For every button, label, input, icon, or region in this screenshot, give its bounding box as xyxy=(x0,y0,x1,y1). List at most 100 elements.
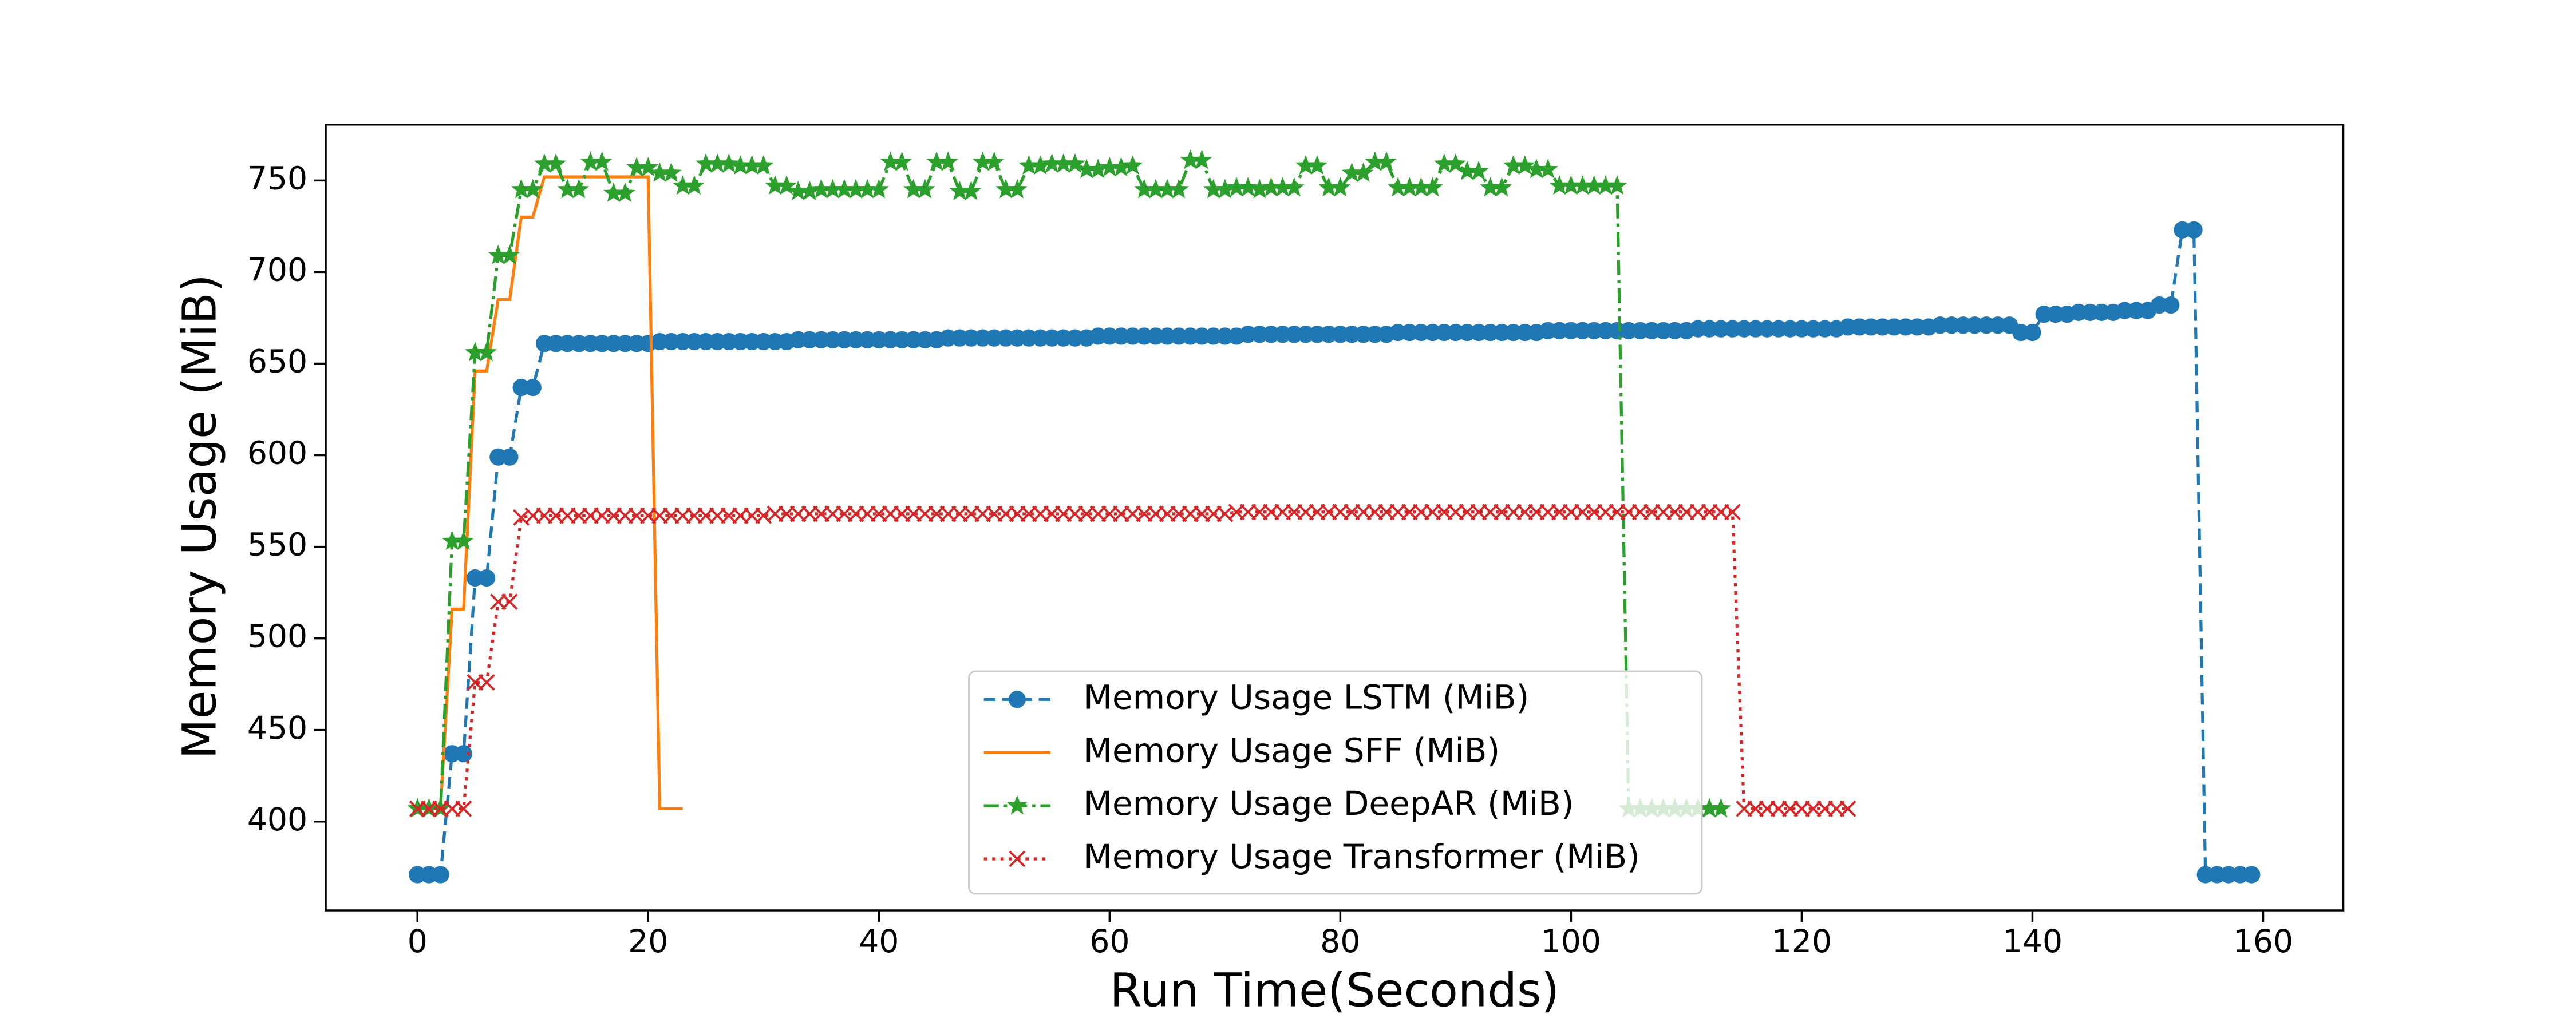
point xyxy=(1574,504,1591,521)
point xyxy=(744,507,761,524)
x-tick-label: 40 xyxy=(859,924,899,960)
point xyxy=(1538,159,1559,179)
y-tick-label: 750 xyxy=(247,160,307,197)
point xyxy=(536,507,553,524)
point xyxy=(1759,800,1776,817)
x-axis-label: Run Time(Seconds) xyxy=(1110,964,1560,1018)
point xyxy=(1401,504,1418,521)
point xyxy=(986,505,1003,522)
point xyxy=(836,505,853,522)
y-tick-label: 700 xyxy=(247,252,307,289)
legend-marker xyxy=(1008,691,1026,708)
point xyxy=(870,505,887,522)
point xyxy=(1411,177,1432,197)
point xyxy=(1445,153,1466,173)
x-tick-label: 0 xyxy=(408,924,428,960)
point xyxy=(1249,179,1270,199)
point xyxy=(1053,153,1074,173)
point xyxy=(1699,798,1720,818)
point xyxy=(1307,154,1328,175)
point xyxy=(788,180,809,200)
point xyxy=(1539,504,1556,521)
point xyxy=(1214,179,1235,199)
point xyxy=(617,507,634,524)
point xyxy=(568,179,590,199)
point xyxy=(1203,179,1224,199)
point xyxy=(524,507,542,524)
point xyxy=(1457,160,1477,180)
point xyxy=(720,507,737,524)
point xyxy=(1320,504,1337,521)
point xyxy=(1378,504,1395,521)
point xyxy=(1101,505,1118,522)
point xyxy=(1736,800,1753,817)
point xyxy=(1332,504,1349,521)
point xyxy=(1261,177,1282,197)
point xyxy=(683,175,705,195)
point xyxy=(1309,504,1326,521)
point xyxy=(1514,154,1535,175)
point xyxy=(1643,504,1660,521)
point xyxy=(880,151,901,171)
point xyxy=(1020,505,1037,522)
point xyxy=(961,180,982,200)
point xyxy=(524,378,542,397)
point xyxy=(1182,505,1199,522)
point xyxy=(997,505,1014,522)
point xyxy=(1030,154,1051,175)
point xyxy=(1583,175,1605,195)
point xyxy=(905,505,922,522)
point xyxy=(1376,151,1397,171)
point xyxy=(1007,179,1028,199)
plot-area xyxy=(407,149,2261,884)
point xyxy=(1586,504,1603,521)
point xyxy=(1528,504,1545,521)
point xyxy=(409,800,426,817)
point xyxy=(1609,504,1626,521)
point xyxy=(1770,800,1787,817)
point xyxy=(1678,504,1695,521)
point xyxy=(951,505,968,522)
point xyxy=(557,179,578,199)
point xyxy=(639,507,657,524)
point xyxy=(894,505,911,522)
x-tick-label: 20 xyxy=(628,924,668,960)
point xyxy=(444,800,461,817)
point xyxy=(1170,505,1187,522)
point xyxy=(1330,177,1351,197)
point xyxy=(1157,179,1178,199)
point xyxy=(846,179,866,199)
point xyxy=(511,179,532,199)
point xyxy=(628,507,645,524)
point xyxy=(778,505,795,522)
point xyxy=(580,151,601,171)
point xyxy=(697,507,714,524)
point xyxy=(1099,157,1120,177)
point xyxy=(1597,504,1614,521)
point xyxy=(1055,505,1072,522)
point xyxy=(1041,153,1062,173)
point xyxy=(1607,175,1627,195)
point xyxy=(1503,154,1524,175)
point xyxy=(730,154,751,175)
point xyxy=(1620,504,1637,521)
point xyxy=(1122,154,1143,175)
point xyxy=(1078,505,1095,522)
point xyxy=(1251,504,1268,521)
point xyxy=(1088,159,1109,179)
point xyxy=(651,507,668,524)
point xyxy=(432,800,449,817)
point xyxy=(1145,179,1166,199)
point xyxy=(1238,177,1259,197)
point xyxy=(1424,504,1441,521)
point xyxy=(1076,159,1097,179)
point xyxy=(1239,504,1257,521)
point xyxy=(707,153,728,173)
point xyxy=(1436,504,1453,521)
point xyxy=(1595,175,1616,195)
point xyxy=(824,505,841,522)
point xyxy=(1816,800,1834,817)
point xyxy=(1468,160,1490,180)
point xyxy=(441,530,463,550)
point xyxy=(1516,504,1534,521)
